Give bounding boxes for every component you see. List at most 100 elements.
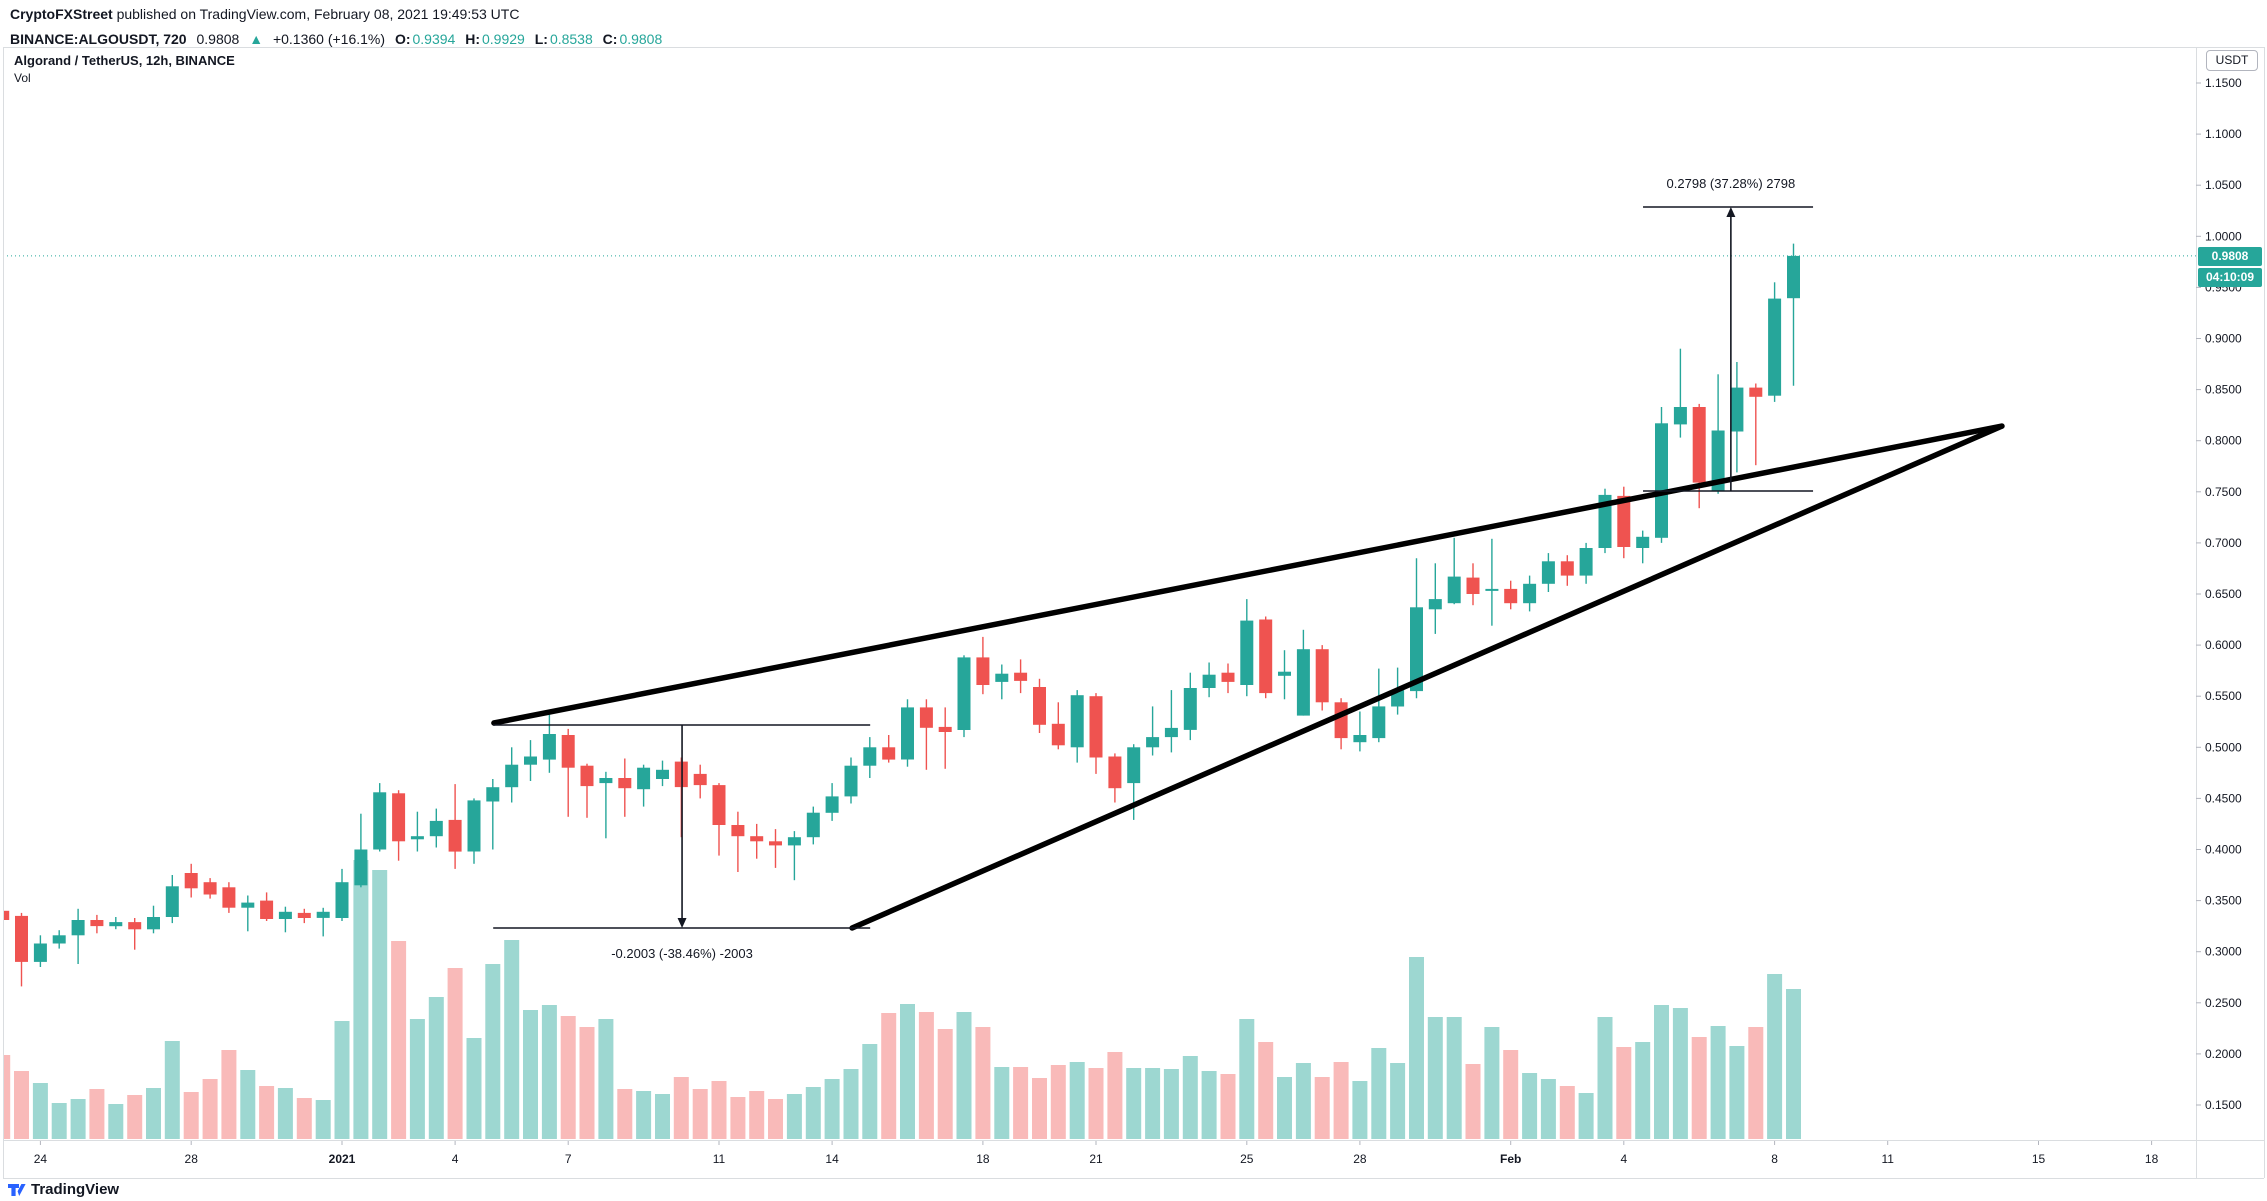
volume-bar — [1748, 1027, 1764, 1139]
volume-bar — [3, 1055, 11, 1139]
publish-byline: CryptoFXStreet published on TradingView.… — [10, 6, 519, 22]
volume-bar — [881, 1013, 897, 1139]
volume-bar — [523, 1010, 538, 1139]
price-tick-label: 0.4000 — [2205, 843, 2242, 857]
candle-body — [1240, 620, 1254, 685]
candle-body — [260, 900, 274, 919]
upper-wedge-line[interactable] — [491, 423, 2005, 726]
candle-body — [524, 756, 537, 765]
candle-body — [241, 902, 255, 908]
candle-body — [1673, 407, 1687, 425]
volume-bar — [51, 1103, 67, 1139]
volume-bar — [1163, 1069, 1179, 1139]
candle-body — [1127, 747, 1141, 784]
volume-bar — [1446, 1017, 1462, 1139]
volume-bar — [692, 1089, 708, 1139]
price-tick-label: 0.7000 — [2205, 536, 2242, 550]
candle-body — [184, 873, 198, 889]
volume-bar — [711, 1081, 727, 1139]
trendlines — [491, 423, 2005, 931]
lower-wedge-line[interactable] — [849, 423, 2005, 931]
volume-bar — [579, 1027, 595, 1139]
price-tick-label: 0.8000 — [2205, 434, 2242, 448]
volume-bar — [1710, 1026, 1726, 1139]
price-tick-label: 0.3000 — [2205, 945, 2242, 959]
volume-bar — [1145, 1068, 1161, 1139]
volume-bar — [1220, 1074, 1236, 1139]
candle-body — [580, 765, 594, 787]
volume-bar — [259, 1086, 275, 1139]
volume-bar — [730, 1097, 746, 1139]
time-axis[interactable]: 24 28 2021 4 7 11 14 18 21 25 28 Feb 4 8 11 15 18 — [34, 1141, 2159, 1166]
volume-bar — [1559, 1086, 1575, 1139]
volume-bar — [1126, 1068, 1142, 1139]
time-tick-label: 25 — [1240, 1152, 1254, 1166]
currency-unit-button[interactable]: USDT — [2206, 50, 2258, 71]
candle-body — [1711, 430, 1725, 491]
volume-bar — [1635, 1042, 1651, 1139]
volume-bar — [1032, 1078, 1047, 1139]
candle-body — [1466, 577, 1480, 594]
high-value: 0.9929 — [482, 31, 525, 47]
candle-body — [1334, 702, 1348, 739]
tradingview-attribution[interactable]: TradingView — [8, 1180, 119, 1198]
volume-bar — [1578, 1093, 1594, 1139]
candle-body — [599, 778, 613, 784]
measure-label: 0.2798 (37.28%) 2798 — [1667, 176, 1796, 191]
candle-body — [1730, 387, 1744, 432]
candle-body — [1372, 706, 1386, 739]
candle-body — [1089, 696, 1103, 758]
chart-borders — [3, 47, 2265, 1179]
candle-body — [467, 800, 481, 852]
volume-bar — [560, 1016, 576, 1139]
volume-bar — [428, 997, 444, 1139]
chart-legend-volume[interactable]: Vol — [14, 71, 31, 85]
candle-body — [1655, 423, 1668, 538]
candle-body — [147, 917, 160, 930]
candle-body — [316, 911, 330, 918]
candle-body — [1296, 649, 1310, 716]
tradingview-logo-icon — [8, 1184, 26, 1196]
price-tick-label: 0.2000 — [2205, 1047, 2242, 1061]
candle-body — [1598, 494, 1612, 548]
candle-body — [844, 765, 858, 797]
volume-bar — [1088, 1068, 1104, 1139]
price-tick-label: 0.6000 — [2205, 638, 2242, 652]
candle-body — [731, 825, 745, 837]
volume-bar — [32, 1083, 48, 1139]
volume-bar — [673, 1077, 689, 1139]
time-tick-label: 7 — [565, 1152, 572, 1166]
volume-bar — [1182, 1056, 1198, 1139]
close-value: 0.9808 — [619, 31, 663, 47]
current-price-badge: 0.9808 — [2198, 247, 2262, 266]
candle-body — [806, 812, 820, 838]
volume-bar — [1729, 1046, 1745, 1139]
candle-body — [1768, 298, 1782, 396]
time-tick-label: 2021 — [329, 1152, 356, 1166]
volume-bar — [89, 1089, 105, 1139]
price-tick-label: 0.5000 — [2205, 740, 2242, 754]
time-tick-label: 28 — [185, 1152, 199, 1166]
chart-legend-title[interactable]: Algorand / TetherUS, 12h, BINANCE — [14, 53, 235, 68]
volume-bar — [277, 1088, 293, 1139]
candle-body — [919, 707, 933, 728]
volume-bar — [1522, 1073, 1538, 1139]
volume-bar — [975, 1027, 991, 1139]
volume-series — [3, 860, 1801, 1139]
volume-bar — [1465, 1064, 1481, 1139]
price-axis[interactable]: 1.15001.10001.05001.00000.95000.90000.85… — [2196, 76, 2242, 1112]
time-tick-label: Feb — [1500, 1152, 1521, 1166]
time-tick-label: 11 — [713, 1152, 726, 1166]
candle-body — [1579, 548, 1593, 576]
volume-bar — [843, 1069, 859, 1139]
price-tick-label: 0.7500 — [2205, 485, 2242, 499]
high-label: H: — [465, 31, 480, 47]
candle-series — [3, 243, 1800, 987]
volume-bar — [1503, 1050, 1519, 1139]
volume-bar — [164, 1041, 180, 1139]
volume-bar — [636, 1091, 652, 1139]
volume-bar — [409, 1019, 425, 1139]
candle-body — [1428, 599, 1442, 610]
candle-body — [1523, 583, 1537, 604]
